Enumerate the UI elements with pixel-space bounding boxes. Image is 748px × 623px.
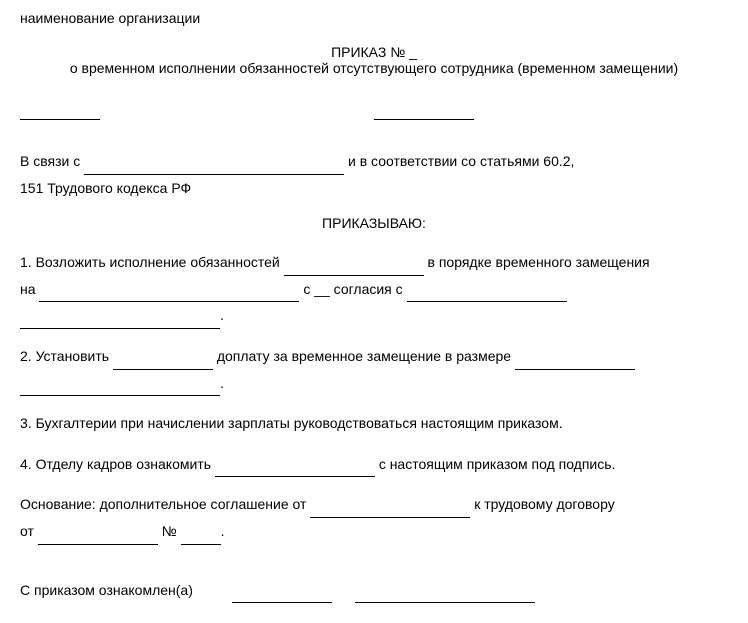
order-title-line: ПРИКАЗ № _ bbox=[20, 44, 728, 60]
item2-part1: 2. Установить bbox=[20, 348, 109, 364]
preamble-line2: 151 Трудового кодекса РФ bbox=[20, 180, 191, 196]
item4-part1: 4. Отделу кадров ознакомить bbox=[20, 456, 211, 472]
title-block: ПРИКАЗ № _ о временном исполнении обязан… bbox=[20, 44, 728, 76]
basis-blank1 bbox=[310, 517, 470, 518]
preamble-block: В связи с и в соответствии со статьями 6… bbox=[20, 148, 728, 201]
basis-part1: Основание: дополнительное соглашение от bbox=[20, 496, 306, 512]
command-word: ПРИКАЗЫВАЮ: bbox=[20, 215, 728, 231]
item2-blank3 bbox=[20, 395, 220, 396]
ack-blank2 bbox=[355, 602, 535, 603]
date-blank bbox=[20, 119, 100, 120]
item1-blank2 bbox=[39, 301, 299, 302]
basis-part3-prefix: от bbox=[20, 523, 34, 539]
item4-blank1 bbox=[215, 476, 375, 477]
basis-blank3 bbox=[181, 544, 221, 545]
item-4: 4. Отделу кадров ознакомить с настоящим … bbox=[20, 451, 728, 478]
item1-part3-prefix: на bbox=[20, 281, 36, 297]
document-page: наименование организации ПРИКАЗ № _ о вр… bbox=[0, 0, 748, 623]
date-place-row bbox=[20, 104, 728, 120]
item-3: 3. Бухгалтерии при начислении зарплаты р… bbox=[20, 410, 728, 437]
item-1: 1. Возложить исполнение обязанностей в п… bbox=[20, 249, 728, 329]
preamble-tail: и в соответствии со статьями 60.2, bbox=[348, 153, 574, 169]
place-blank bbox=[374, 119, 474, 120]
order-label: ПРИКАЗ № bbox=[331, 44, 405, 60]
basis-period: . bbox=[221, 523, 225, 539]
item1-blank1 bbox=[284, 275, 424, 276]
preamble-lead: В связи с bbox=[20, 153, 80, 169]
order-subtitle: о временном исполнении обязанностей отсу… bbox=[20, 60, 728, 76]
basis-blank2 bbox=[38, 544, 158, 545]
item4-part2: с настоящим приказом под подпись. bbox=[379, 456, 616, 472]
ack-blank1 bbox=[232, 602, 332, 603]
ack-label: С приказом ознакомлен(а) bbox=[20, 582, 193, 598]
basis-part2: к трудовому договору bbox=[474, 496, 615, 512]
item2-blank1 bbox=[113, 369, 213, 370]
item1-blank3 bbox=[407, 301, 567, 302]
item-2: 2. Установить доплату за временное замещ… bbox=[20, 343, 728, 396]
ack-row: С приказом ознакомлен(а) bbox=[20, 577, 728, 604]
basis-part3-num: № bbox=[162, 523, 177, 539]
item1-part2: в порядке временного замещения bbox=[428, 254, 650, 270]
item1-blank4 bbox=[20, 328, 220, 329]
basis-block: Основание: дополнительное соглашение от … bbox=[20, 491, 728, 544]
item1-part1: 1. Возложить исполнение обязанностей bbox=[20, 254, 280, 270]
order-number-blank: _ bbox=[409, 44, 417, 60]
item2-part2: доплату за временное замещение в размере bbox=[217, 348, 511, 364]
preamble-blank bbox=[84, 174, 344, 175]
item2-blank2 bbox=[515, 369, 635, 370]
org-name: наименование организации bbox=[20, 10, 728, 26]
item1-part3-mid: с __ согласия с bbox=[303, 281, 402, 297]
